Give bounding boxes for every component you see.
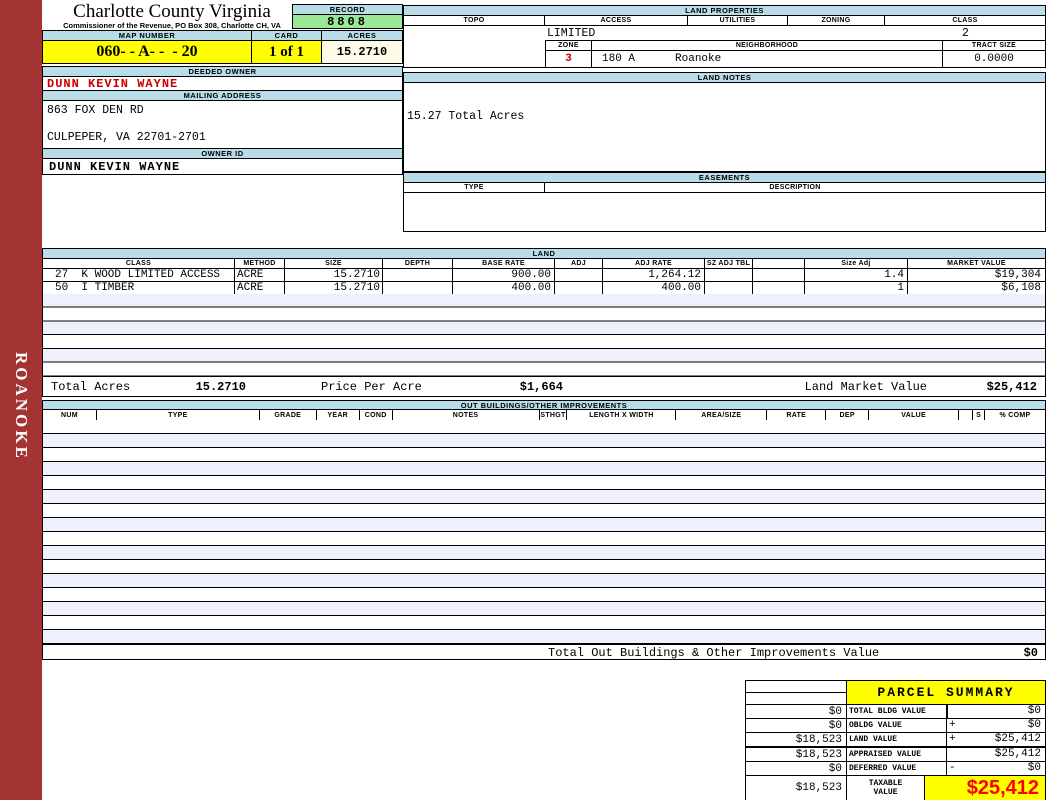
access-value: LIMITED xyxy=(547,27,596,40)
ps-op-obldg: + xyxy=(949,719,956,731)
land-row1-adj-rate: 1,264.12 xyxy=(602,268,705,282)
ps-row-total-bldg: $0 TOTAL BLDG VALUE $0 xyxy=(745,704,1046,719)
land-row2-blank xyxy=(752,281,805,295)
land-row2-sz-adj-tbl xyxy=(704,281,753,295)
out-buildings-total-label: Total Out Buildings & Other Improvements… xyxy=(548,646,880,660)
land-row2-size: 15.2710 xyxy=(284,281,383,295)
land-market-value: $25,412 xyxy=(986,380,1037,394)
owner-id-value: DUNN KEVIN WAYNE xyxy=(42,158,403,175)
ps-row-appraised: $18,523 APPRAISED VALUE $25,412 xyxy=(745,746,1046,762)
total-acres-label: Total Acres xyxy=(51,380,131,394)
land-row2-size-adj: 1 xyxy=(804,281,908,295)
mailing-address-box: 863 FOX DEN RD CULPEPER, VA 22701-2701 xyxy=(42,100,403,149)
ps-right-total-bldg: $0 xyxy=(1027,705,1041,717)
land-empty-rows xyxy=(42,294,1046,377)
ps-label-taxable-line1: TAXABLE xyxy=(868,779,903,788)
land-row1-blank xyxy=(752,268,805,282)
parcel-summary-title: PARCEL SUMMARY xyxy=(846,680,1046,705)
card-value: 1 of 1 xyxy=(251,40,322,64)
price-per-acre-value: $1,664 xyxy=(519,380,563,394)
ps-right-land: $25,412 xyxy=(994,733,1041,745)
land-row1-market-value: $19,304 xyxy=(907,268,1046,282)
district-name: ROANOKE xyxy=(12,351,31,461)
out-buildings-empty-rows xyxy=(42,420,1046,645)
land-row1-size: 15.2710 xyxy=(284,268,383,282)
land-row-1: 27 K WOOD LIMITED ACCESS ACRE 15.2710 90… xyxy=(42,268,1046,282)
ps-left-deferred: $0 xyxy=(745,761,847,776)
ps-op-deferred: - xyxy=(949,762,956,774)
neighborhood-cell: 180 A Roanoke xyxy=(591,50,943,68)
ps-right-obldg: $0 xyxy=(1027,719,1041,731)
ps-label-deferred: DEFERRED VALUE xyxy=(846,761,947,776)
map-value-row: 060- - A- - - 20 1 of 1 15.2710 xyxy=(42,40,403,64)
land-row2-method: ACRE xyxy=(234,281,285,295)
ps-label-land: LAND VALUE xyxy=(846,732,947,747)
parcel-summary-header-row: PARCEL SUMMARY xyxy=(745,680,1046,705)
land-notes-text: 15.27 Total Acres xyxy=(407,110,525,123)
zone-table: ZONE NEIGHBORHOOD TRACT SIZE 3 180 A Roa… xyxy=(545,40,1046,68)
out-buildings-total-value: $0 xyxy=(1023,646,1038,660)
ps-label-obldg: OBLDG VALUE xyxy=(846,718,947,733)
land-row2-base-rate: 400.00 xyxy=(452,281,555,295)
ps-label-total-bldg: TOTAL BLDG VALUE xyxy=(846,704,947,719)
ps-left-total-bldg: $0 xyxy=(745,704,847,719)
land-row2-class: 50 I TIMBER xyxy=(42,281,235,295)
price-per-acre-label: Price Per Acre xyxy=(321,380,422,394)
out-buildings-total-row: Total Out Buildings & Other Improvements… xyxy=(42,644,1046,660)
map-number-value: 060- - A- - - 20 xyxy=(42,40,252,64)
land-row2-adj-rate: 400.00 xyxy=(602,281,705,295)
ps-left-obldg: $0 xyxy=(745,718,847,733)
ps-left-appraised: $18,523 xyxy=(745,746,847,762)
land-row-2: 50 I TIMBER ACRE 15.2710 400.00 400.00 1… xyxy=(42,281,1046,295)
record-value: 8808 xyxy=(292,14,403,29)
ps-label-taxable-line2: VALUE xyxy=(873,788,898,797)
zone-value: 3 xyxy=(545,50,592,68)
land-row1-method: ACRE xyxy=(234,268,285,282)
land-row1-size-adj: 1.4 xyxy=(804,268,908,282)
ps-label-appraised: APPRAISED VALUE xyxy=(846,746,947,762)
land-market-value-label: Land Market Value xyxy=(804,380,927,394)
neighborhood-name: Roanoke xyxy=(675,53,722,65)
land-row1-adj xyxy=(554,268,603,282)
ps-row-land: $18,523 LAND VALUE + $25,412 xyxy=(745,732,1046,747)
land-row1-base-rate: 900.00 xyxy=(452,268,555,282)
tract-size-value: 0.0000 xyxy=(942,50,1046,68)
address-line1: 863 FOX DEN RD xyxy=(47,104,144,117)
land-row1-sz-adj-tbl xyxy=(704,268,753,282)
ps-row-taxable: $18,523 TAXABLE VALUE $25,412 xyxy=(745,775,1046,800)
county-title: Charlotte County Virginia xyxy=(73,1,271,22)
ps-left-land: $18,523 xyxy=(745,732,847,747)
ps-right-appraised: $25,412 xyxy=(994,748,1041,760)
ps-taxable-value-cell: $25,412 xyxy=(924,775,1046,800)
land-totals-row: Total Acres 15.2710 Price Per Acre $1,66… xyxy=(42,376,1046,397)
parcel-summary: PARCEL SUMMARY $0 TOTAL BLDG VALUE $0 $0… xyxy=(745,680,1046,800)
neighborhood-code: 180 A xyxy=(602,53,636,65)
land-properties-values: LIMITED 2 ZONE NEIGHBORHOOD TRACT SIZE 3… xyxy=(403,25,1046,68)
easements-box xyxy=(403,192,1046,232)
deeded-owner-value: DUNN KEVIN WAYNE xyxy=(42,76,403,91)
district-sidebar xyxy=(0,0,42,800)
land-row1-class: 27 K WOOD LIMITED ACCESS xyxy=(42,268,235,282)
land-row1-depth xyxy=(382,268,453,282)
taxable-value: $25,412 xyxy=(966,776,1039,799)
land-row2-depth xyxy=(382,281,453,295)
ps-op-land: + xyxy=(949,733,956,745)
ps-row-deferred: $0 DEFERRED VALUE - $0 xyxy=(745,761,1046,776)
ps-right-deferred: $0 xyxy=(1027,762,1041,774)
land-notes-box: 15.27 Total Acres xyxy=(403,82,1046,172)
acres-value: 15.2710 xyxy=(321,40,403,64)
commissioner-line: Commissioner of the Revenue, PO Box 308,… xyxy=(63,21,281,30)
land-row2-adj xyxy=(554,281,603,295)
class-value: 2 xyxy=(962,27,969,40)
address-line2: CULPEPER, VA 22701-2701 xyxy=(47,131,206,144)
ps-row-obldg: $0 OBLDG VALUE + $0 xyxy=(745,718,1046,733)
total-acres-value: 15.2710 xyxy=(195,380,246,394)
ps-label-taxable: TAXABLE VALUE xyxy=(846,775,925,800)
ps-left-taxable: $18,523 xyxy=(745,775,847,800)
land-row2-market-value: $6,108 xyxy=(907,281,1046,295)
